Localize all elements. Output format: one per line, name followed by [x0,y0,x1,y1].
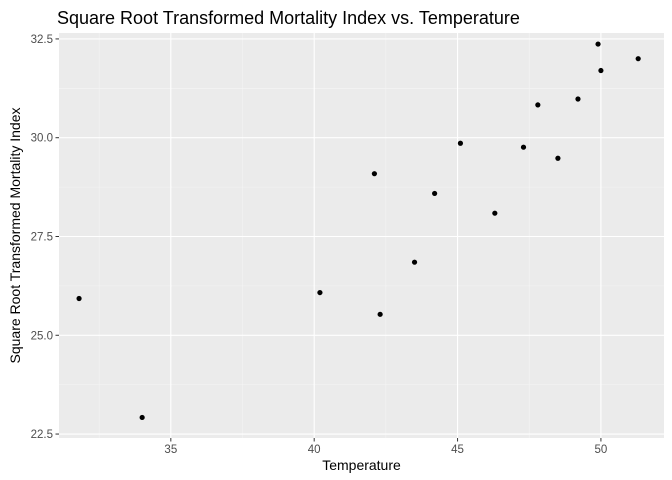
x-tick-label: 40 [308,444,321,456]
data-point [598,67,604,74]
x-tick-label: 50 [595,444,608,456]
data-point [76,295,82,302]
data-point [520,144,527,150]
axis-ticks: 35 40 45 50 22.5 25.0 27.5 30.0 32.5 [31,34,608,456]
data-point [432,190,438,197]
x-axis-title: Temperature [322,457,401,473]
data-point [371,171,378,177]
data-points [76,41,641,421]
y-tick-label: 22.5 [31,429,53,441]
data-point [535,102,541,108]
data-point [377,311,383,317]
x-tick-label: 45 [451,444,464,456]
data-point [595,41,601,47]
y-tick-label: 32.5 [31,34,53,46]
data-point [317,289,323,296]
y-axis-title: Square Root Transformed Mortality Index [7,107,23,363]
data-point [575,96,581,102]
data-point [555,155,561,161]
data-point [492,210,498,216]
data-point [139,414,145,421]
grid-lines [59,33,664,438]
x-tick-label: 35 [164,444,177,456]
y-tick-label: 30.0 [31,133,53,145]
data-point [411,259,418,265]
y-tick-label: 27.5 [31,231,53,243]
chart-title: Square Root Transformed Mortality Index … [57,8,520,28]
y-tick-label: 25.0 [31,330,53,342]
plot-panel [59,33,664,438]
data-point [635,56,641,62]
data-point [457,140,464,146]
